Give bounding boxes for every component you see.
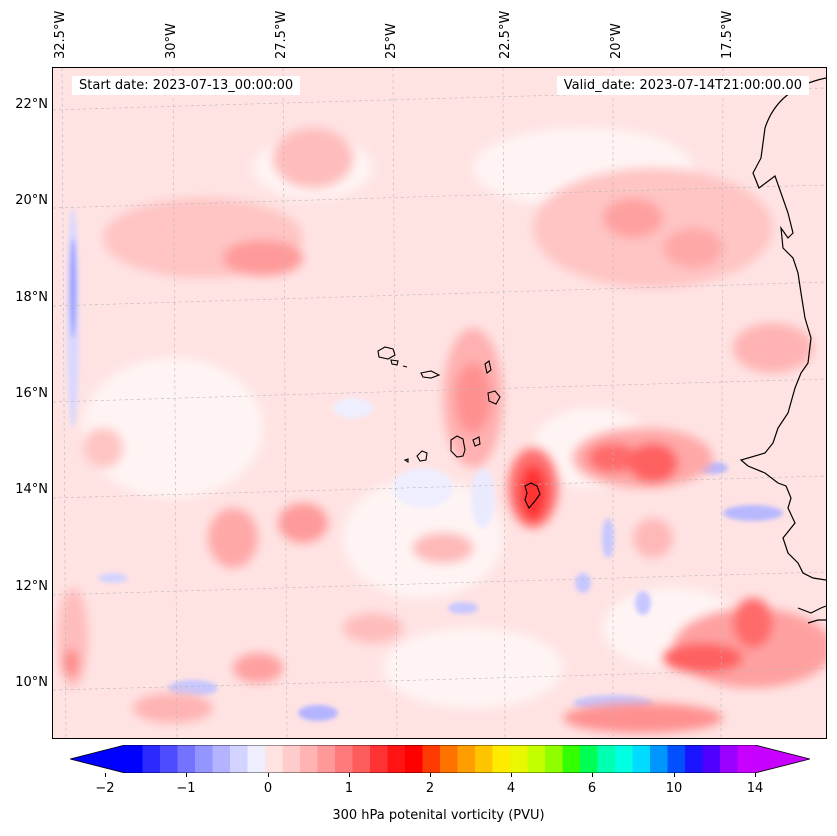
cape-verde-islands bbox=[377, 346, 541, 509]
latitude-label: 16°N bbox=[15, 386, 48, 401]
longitude-label: 17.5°W bbox=[720, 10, 735, 59]
colorbar-segment bbox=[195, 745, 213, 773]
latitude-label: 20°N bbox=[15, 193, 48, 208]
longitude-label: 32.5°W bbox=[53, 10, 68, 59]
latitude-label: 10°N bbox=[15, 675, 48, 690]
colorbar-segment bbox=[562, 745, 581, 773]
colorbar-tick-label: −2 bbox=[95, 781, 115, 796]
colorbar-segment bbox=[422, 745, 441, 773]
colorbar-tick-label: 10 bbox=[665, 781, 683, 796]
colorbar-segment bbox=[457, 745, 476, 773]
longitude-label: 22.5°W bbox=[498, 10, 513, 59]
start-date-label: Start date: 2023-07-13_00:00:00 bbox=[72, 76, 301, 95]
map-panel bbox=[52, 67, 827, 739]
colorbar-tick-mark bbox=[511, 773, 512, 777]
colorbar-tick-mark bbox=[430, 773, 431, 777]
colorbar-segment bbox=[212, 745, 231, 773]
colorbar-tick-mark bbox=[105, 773, 106, 777]
colorbar-tick-label: 14 bbox=[746, 781, 764, 796]
longitude-label: 25°W bbox=[384, 23, 399, 59]
colorbar-tick-label: −1 bbox=[176, 781, 196, 796]
colorbar bbox=[70, 745, 810, 773]
colorbar-segment bbox=[370, 745, 388, 773]
colorbar-segment bbox=[475, 745, 493, 773]
colorbar-segment bbox=[230, 745, 248, 773]
colorbar-segment bbox=[527, 745, 546, 773]
colorbar-tick-label: 0 bbox=[263, 781, 273, 796]
colorbar-segment bbox=[580, 745, 598, 773]
longitude-label: 30°W bbox=[164, 23, 179, 59]
colorbar-segment bbox=[720, 745, 738, 773]
colorbar-tick-label: 1 bbox=[344, 781, 354, 796]
field-patches-pink bbox=[58, 128, 826, 733]
colorbar-segment bbox=[265, 745, 283, 773]
colorbar-tick-label: 2 bbox=[425, 781, 435, 796]
colorbar-segment bbox=[282, 745, 301, 773]
colorbar-tick-label: 4 bbox=[506, 781, 516, 796]
colorbar-segment bbox=[667, 745, 686, 773]
longitude-label: 20°W bbox=[609, 23, 624, 59]
colorbar-segment bbox=[317, 745, 336, 773]
latitude-label: 22°N bbox=[15, 97, 48, 112]
colorbar-segment bbox=[650, 745, 668, 773]
latitude-label: 18°N bbox=[15, 290, 48, 305]
colorbar-segment bbox=[702, 745, 721, 773]
latitude-label: 12°N bbox=[15, 579, 48, 594]
colorbar-segment bbox=[387, 745, 406, 773]
colorbar-tick-mark bbox=[592, 773, 593, 777]
colorbar-segment bbox=[615, 745, 633, 773]
colorbar-segment bbox=[685, 745, 703, 773]
colorbar-segment bbox=[160, 745, 178, 773]
colorbar-over-arrow bbox=[755, 745, 810, 773]
colorbar-label: 300 hPa potenital vorticity (PVU) bbox=[332, 808, 545, 823]
colorbar-segment bbox=[492, 745, 511, 773]
colorbar-under-arrow bbox=[70, 745, 125, 773]
field-patches-blue bbox=[67, 208, 783, 721]
colorbar-segment bbox=[632, 745, 651, 773]
coastline bbox=[739, 77, 826, 624]
colorbar-tick-mark bbox=[349, 773, 350, 777]
colorbar-segment bbox=[352, 745, 371, 773]
colorbar-tick-mark bbox=[268, 773, 269, 777]
colorbar-segment bbox=[405, 745, 423, 773]
colorbar-segment bbox=[597, 745, 616, 773]
colorbar-tick-mark bbox=[755, 773, 756, 777]
colorbar-segment bbox=[510, 745, 528, 773]
graticule bbox=[53, 68, 826, 738]
colorbar-segment bbox=[125, 745, 143, 773]
colorbar-segment bbox=[247, 745, 266, 773]
longitude-label: 27.5°W bbox=[274, 10, 289, 59]
colorbar-tick-mark bbox=[186, 773, 187, 777]
colorbar-segment bbox=[335, 745, 353, 773]
colorbar-segment bbox=[177, 745, 196, 773]
latitude-label: 14°N bbox=[15, 482, 48, 497]
colorbar-segment bbox=[300, 745, 318, 773]
colorbar-tick-mark bbox=[674, 773, 675, 777]
colorbar-segment bbox=[737, 745, 756, 773]
colorbar-segment bbox=[545, 745, 563, 773]
valid-date-label: Valid_date: 2023-07-14T21:00:00.00 bbox=[556, 76, 809, 95]
colorbar-segment bbox=[440, 745, 458, 773]
colorbar-tick-label: 6 bbox=[587, 781, 597, 796]
potential-vorticity-map bbox=[53, 68, 826, 738]
colorbar-segment bbox=[142, 745, 161, 773]
